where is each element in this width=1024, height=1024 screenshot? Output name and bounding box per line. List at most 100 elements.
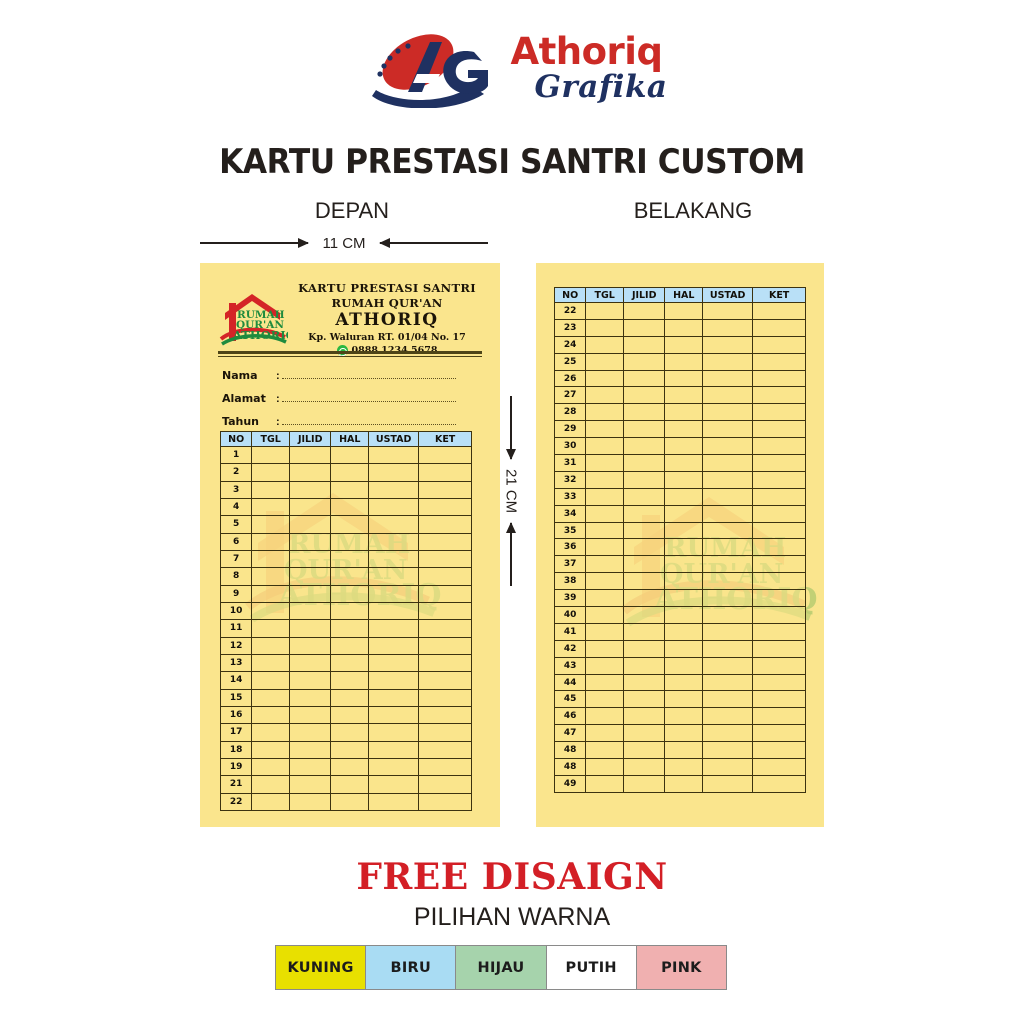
cell-jilid[interactable] bbox=[623, 656, 666, 675]
cell-hal[interactable] bbox=[664, 352, 704, 371]
cell-ket[interactable] bbox=[752, 335, 806, 354]
cell-hal[interactable] bbox=[330, 636, 370, 655]
cell-tgl[interactable] bbox=[585, 639, 625, 658]
cell-hal[interactable] bbox=[664, 504, 704, 523]
cell-ket[interactable] bbox=[752, 470, 806, 489]
cell-tgl[interactable] bbox=[251, 445, 291, 465]
cell-jilid[interactable] bbox=[623, 622, 666, 641]
row-number-cell[interactable]: 21 bbox=[219, 775, 253, 794]
row-number-cell[interactable]: 9 bbox=[219, 584, 253, 603]
cell-ket[interactable] bbox=[418, 567, 472, 586]
cell-ustad[interactable] bbox=[368, 445, 420, 465]
cell-ket[interactable] bbox=[752, 589, 806, 608]
row-number-cell[interactable]: 43 bbox=[553, 656, 587, 675]
row-number-cell[interactable]: 2 bbox=[219, 463, 253, 482]
cell-jilid[interactable] bbox=[623, 639, 666, 658]
row-number-cell[interactable]: 44 bbox=[553, 673, 587, 692]
cell-jilid[interactable] bbox=[289, 497, 332, 517]
color-swatch-hijau[interactable]: HIJAU bbox=[456, 946, 547, 989]
cell-tgl[interactable] bbox=[585, 403, 625, 422]
cell-hal[interactable] bbox=[330, 480, 370, 499]
cell-ket[interactable] bbox=[418, 497, 472, 517]
cell-hal[interactable] bbox=[664, 606, 704, 624]
cell-jilid[interactable] bbox=[623, 707, 666, 726]
cell-jilid[interactable] bbox=[289, 757, 332, 777]
cell-tgl[interactable] bbox=[585, 606, 625, 624]
cell-hal[interactable] bbox=[330, 549, 370, 569]
cell-hal[interactable] bbox=[330, 497, 370, 517]
cell-tgl[interactable] bbox=[585, 538, 625, 557]
cell-jilid[interactable] bbox=[289, 463, 332, 482]
cell-ket[interactable] bbox=[418, 775, 472, 794]
cell-ket[interactable] bbox=[752, 690, 806, 709]
cell-hal[interactable] bbox=[330, 619, 370, 638]
row-number-cell[interactable]: 30 bbox=[553, 437, 587, 456]
field-nama-input[interactable] bbox=[281, 370, 456, 379]
cell-ustad[interactable] bbox=[702, 318, 754, 337]
cell-ket[interactable] bbox=[418, 740, 472, 759]
cell-ket[interactable] bbox=[418, 532, 472, 551]
cell-jilid[interactable] bbox=[623, 302, 666, 320]
cell-ket[interactable] bbox=[752, 758, 806, 776]
cell-ustad[interactable] bbox=[368, 723, 420, 742]
cell-jilid[interactable] bbox=[623, 774, 666, 793]
cell-ket[interactable] bbox=[418, 705, 472, 725]
row-number-cell[interactable]: 16 bbox=[219, 705, 253, 725]
cell-ustad[interactable] bbox=[368, 549, 420, 569]
cell-ustad[interactable] bbox=[702, 487, 754, 506]
cell-tgl[interactable] bbox=[251, 584, 291, 603]
cell-jilid[interactable] bbox=[623, 403, 666, 422]
cell-ket[interactable] bbox=[418, 636, 472, 655]
row-number-cell[interactable]: 22 bbox=[553, 302, 587, 320]
cell-tgl[interactable] bbox=[585, 724, 625, 743]
cell-ket[interactable] bbox=[752, 386, 806, 405]
cell-tgl[interactable] bbox=[585, 707, 625, 726]
cell-jilid[interactable] bbox=[623, 420, 666, 439]
cell-jilid[interactable] bbox=[623, 437, 666, 456]
cell-ustad[interactable] bbox=[702, 335, 754, 354]
cell-jilid[interactable] bbox=[289, 792, 332, 811]
cell-ustad[interactable] bbox=[368, 515, 420, 534]
cell-hal[interactable] bbox=[664, 724, 704, 743]
cell-jilid[interactable] bbox=[623, 521, 666, 540]
row-number-cell[interactable]: 5 bbox=[219, 515, 253, 534]
row-number-cell[interactable]: 41 bbox=[553, 622, 587, 641]
cell-hal[interactable] bbox=[330, 463, 370, 482]
cell-tgl[interactable] bbox=[585, 420, 625, 439]
cell-hal[interactable] bbox=[330, 671, 370, 690]
field-tahun-input[interactable] bbox=[281, 416, 456, 425]
cell-jilid[interactable] bbox=[289, 584, 332, 603]
cell-tgl[interactable] bbox=[585, 572, 625, 591]
cell-ustad[interactable] bbox=[702, 741, 754, 760]
row-number-cell[interactable]: 15 bbox=[219, 688, 253, 707]
cell-hal[interactable] bbox=[664, 454, 704, 472]
row-number-cell[interactable]: 37 bbox=[553, 555, 587, 574]
cell-jilid[interactable] bbox=[289, 567, 332, 586]
cell-ustad[interactable] bbox=[368, 567, 420, 586]
cell-ustad[interactable] bbox=[368, 463, 420, 482]
cell-ustad[interactable] bbox=[368, 671, 420, 690]
cell-ustad[interactable] bbox=[702, 538, 754, 557]
cell-ustad[interactable] bbox=[368, 532, 420, 551]
cell-ustad[interactable] bbox=[702, 774, 754, 793]
row-number-cell[interactable]: 17 bbox=[219, 723, 253, 742]
row-number-cell[interactable]: 33 bbox=[553, 487, 587, 506]
cell-hal[interactable] bbox=[330, 705, 370, 725]
cell-ustad[interactable] bbox=[368, 740, 420, 759]
cell-tgl[interactable] bbox=[251, 705, 291, 725]
cell-hal[interactable] bbox=[664, 707, 704, 726]
cell-hal[interactable] bbox=[664, 622, 704, 641]
cell-ustad[interactable] bbox=[702, 403, 754, 422]
cell-tgl[interactable] bbox=[585, 386, 625, 405]
cell-hal[interactable] bbox=[664, 420, 704, 439]
cell-tgl[interactable] bbox=[585, 589, 625, 608]
cell-ustad[interactable] bbox=[368, 480, 420, 499]
cell-tgl[interactable] bbox=[585, 487, 625, 506]
cell-ustad[interactable] bbox=[702, 420, 754, 439]
cell-tgl[interactable] bbox=[585, 302, 625, 320]
cell-ustad[interactable] bbox=[702, 302, 754, 320]
cell-jilid[interactable] bbox=[289, 688, 332, 707]
cell-tgl[interactable] bbox=[251, 723, 291, 742]
color-swatch-putih[interactable]: PUTIH bbox=[546, 946, 637, 989]
row-number-cell[interactable]: 36 bbox=[553, 538, 587, 557]
